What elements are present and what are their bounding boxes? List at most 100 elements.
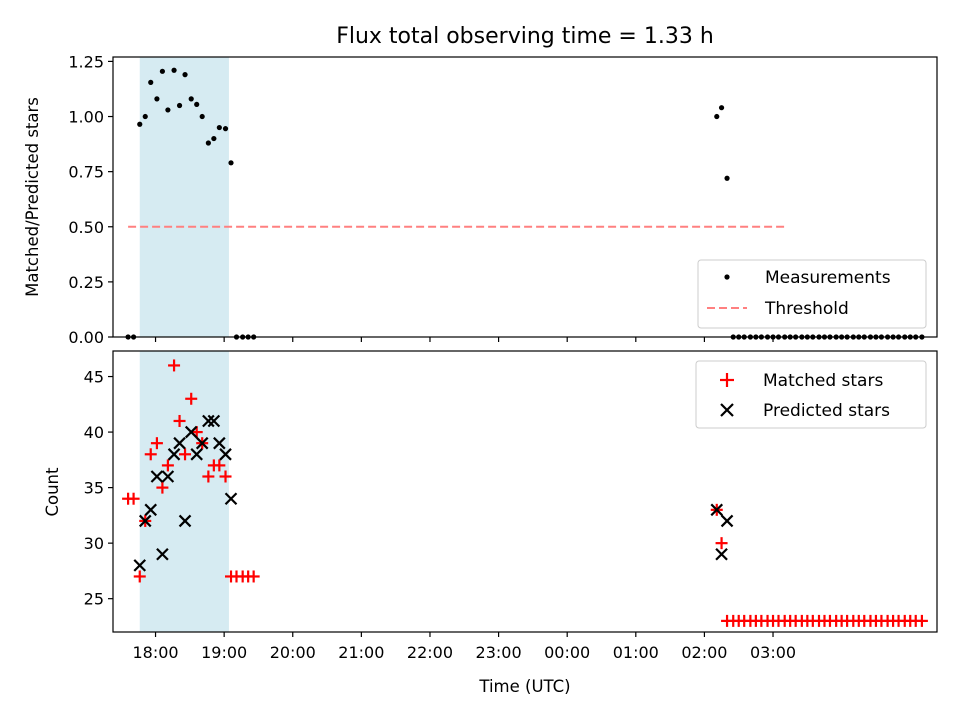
- matched-star-point: [213, 459, 226, 472]
- predicted-star-point: [710, 503, 724, 517]
- bottom-y-axis: 25 30 35 40 45: [84, 368, 113, 609]
- legend-measurements-marker: [724, 274, 730, 280]
- predicted-star-stroke2: [207, 414, 221, 428]
- predicted-star-point: [202, 414, 215, 428]
- top-y-axis: 0.00 0.25 0.50 0.75 1.00 1.25: [68, 52, 113, 347]
- measurement-point: [176, 102, 183, 109]
- matched-star-point: [715, 537, 728, 550]
- predicted-star-point: [173, 436, 186, 450]
- predicted-star-point: [213, 436, 226, 450]
- bottom-axes-frame: [112, 350, 938, 633]
- top-legend: Measurements Threshold: [697, 259, 927, 329]
- measurement-point: [205, 140, 211, 146]
- measurement-point: [148, 79, 154, 85]
- predicted-star-stroke2: [161, 470, 175, 483]
- measurement-point: [137, 121, 143, 127]
- x-tick-label: 00:00: [544, 643, 590, 662]
- predicted-star-stroke2: [173, 436, 186, 450]
- top-panel: 0.00 0.25 0.50 0.75 1.00 1.25 Matched/Predict…: [23, 52, 938, 347]
- y-tick-label: 0.50: [68, 218, 104, 237]
- legend-matched-marker: [720, 373, 734, 387]
- predicted-star-point: [195, 436, 209, 450]
- predicted-star-point: [133, 559, 147, 572]
- x-axis-label: Time (UTC): [478, 677, 570, 696]
- predicted-star-point: [219, 448, 232, 461]
- predicted-star-stroke2: [144, 503, 158, 517]
- y-tick-label: 1.25: [68, 52, 104, 71]
- x-tick-label: 19:00: [201, 643, 247, 662]
- measurement-point: [154, 96, 160, 102]
- predicted-star-point: [167, 448, 181, 461]
- bottom-y-axis-label: Count: [43, 467, 62, 517]
- y-tick-label: 0.25: [68, 273, 104, 292]
- predicted-star-point: [720, 514, 734, 528]
- predicted-star-stroke2: [710, 503, 724, 517]
- predicted-star-stroke2: [190, 448, 203, 461]
- y-tick-label: 0.00: [68, 328, 104, 347]
- measurement-point: [216, 124, 222, 131]
- measurement-point: [199, 113, 205, 120]
- y-tick-label: 0.75: [68, 163, 104, 182]
- predicted-star-point: [715, 547, 728, 561]
- predicted-star-stroke2: [178, 514, 192, 528]
- predicted-star-point: [156, 547, 169, 561]
- y-tick-label: 25: [84, 590, 104, 609]
- y-tick-label: 40: [84, 423, 104, 442]
- predicted-star-stroke2: [720, 514, 734, 528]
- x-tick-label: 20:00: [270, 643, 316, 662]
- bottom-legend: Matched stars Predicted stars: [695, 360, 927, 429]
- predicted-star-stroke2: [715, 547, 728, 561]
- matched-star-point: [247, 570, 260, 583]
- matched-star-point: [156, 481, 169, 494]
- bottom-shaded-span: [139, 351, 229, 632]
- measurement-point: [159, 68, 165, 74]
- legend-predicted-marker: [720, 403, 734, 417]
- predicted-star-stroke2: [224, 492, 238, 505]
- matched-star-point: [915, 614, 928, 627]
- legend-predicted-label: Predicted stars: [763, 401, 890, 421]
- measurement-point: [718, 105, 725, 111]
- chart-title: Flux total observing time = 1.33 h: [336, 24, 714, 49]
- measurement-point: [222, 126, 229, 132]
- predicted-star-stroke2: [167, 448, 181, 461]
- top-y-axis-label: Matched/Predicted stars: [23, 97, 42, 297]
- top-x-axis: [154, 337, 774, 342]
- measurement-point: [194, 101, 200, 108]
- matched-star-point: [161, 459, 174, 472]
- matched-star-point: [179, 448, 192, 461]
- top-shaded-span: [139, 57, 229, 337]
- predicted-star-stroke2: [156, 547, 169, 561]
- predicted-star-stroke2: [150, 470, 164, 483]
- measurement-point: [714, 113, 720, 120]
- predicted-star-point: [161, 470, 175, 483]
- predicted-star-stroke2: [213, 436, 226, 450]
- predicted-star-stroke2: [195, 436, 209, 450]
- x-tick-label: 21:00: [338, 643, 384, 662]
- x-tick-label: 01:00: [613, 643, 659, 662]
- legend-measurements-label: Measurements: [765, 268, 891, 288]
- measurement-point: [165, 107, 171, 113]
- predicted-star-point: [144, 503, 158, 517]
- predicted-star-point: [224, 492, 238, 505]
- predicted-star-point: [138, 514, 152, 528]
- measurement-point: [188, 96, 194, 102]
- predicted-star-stroke2: [184, 425, 198, 439]
- predicted-star-point: [207, 414, 221, 428]
- predicted-star-point: [184, 425, 198, 439]
- x-tick-label: 03:00: [750, 643, 796, 662]
- predicted-star-stroke2: [219, 448, 232, 461]
- bottom-marks: [122, 359, 928, 627]
- x-tick-label: 22:00: [407, 643, 453, 662]
- matched-star-point: [150, 437, 163, 450]
- matched-star-point: [168, 359, 181, 372]
- measurement-point: [142, 113, 148, 120]
- predicted-star-stroke2: [133, 559, 147, 572]
- bottom-x-axis: 18:00 19:00 20:00 21:00 22:00 23:00 00:00 01:00…: [132, 632, 796, 662]
- measurement-point: [211, 135, 217, 142]
- measurement-point: [228, 160, 234, 166]
- legend-matched-label: Matched stars: [763, 371, 883, 391]
- predicted-star-stroke2: [202, 414, 215, 428]
- matched-star-point: [127, 492, 140, 505]
- measurement-point: [182, 72, 188, 78]
